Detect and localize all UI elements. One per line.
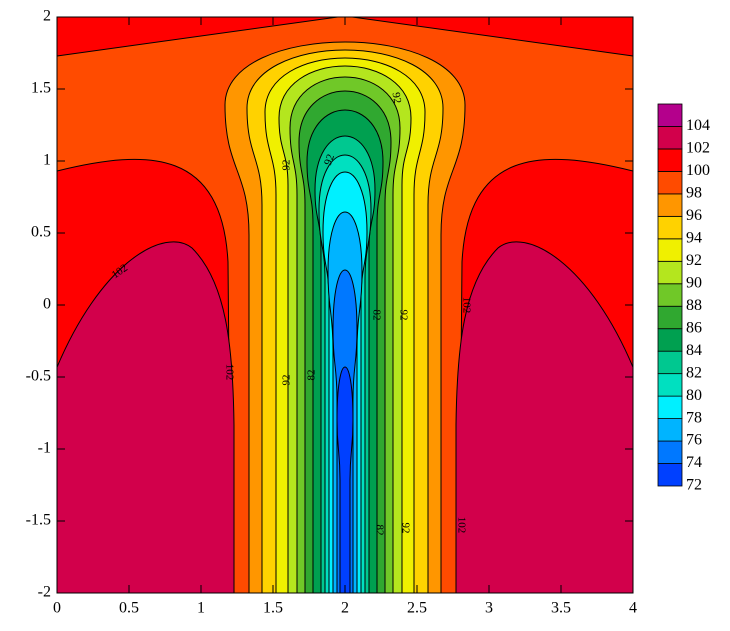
colorbar-label: 78 <box>686 409 702 426</box>
colorbar-band <box>657 148 683 172</box>
y-tick-label: 0 <box>43 296 51 313</box>
colorbar-band <box>657 193 683 217</box>
contour-region <box>336 366 354 593</box>
contour-label: 92 <box>281 375 293 386</box>
colorbar-label: 88 <box>686 297 702 314</box>
x-tick-label: 4 <box>629 600 637 617</box>
colorbar-label: 100 <box>686 162 710 179</box>
colorbar-band <box>657 373 683 397</box>
contour-label: 102 <box>223 364 235 381</box>
colorbar-band <box>657 350 683 375</box>
x-tick-label: 2 <box>341 600 349 617</box>
colorbar-band <box>657 260 683 285</box>
contour-label: 82 <box>373 525 385 536</box>
y-tick-label: 2 <box>43 8 51 25</box>
y-tick-label: 1.5 <box>31 80 51 97</box>
contour-label: 92 <box>390 91 404 104</box>
colorbar-band <box>657 463 683 487</box>
colorbar-label: 82 <box>686 364 702 381</box>
contour-label: 102 <box>455 517 467 534</box>
contour-label: 92 <box>399 523 411 534</box>
colorbar-band <box>657 238 683 262</box>
x-tick-label: 0.5 <box>119 600 139 617</box>
colorbar-band <box>657 440 683 464</box>
x-tick-label: 3 <box>485 600 493 617</box>
colorbar-label: 96 <box>686 207 702 224</box>
colorbar-label: 92 <box>686 252 702 269</box>
colorbar-label: 84 <box>686 342 702 359</box>
contour-region <box>57 241 235 593</box>
colorbar-label: 94 <box>686 229 702 246</box>
contour-label: 92 <box>397 310 409 321</box>
contour-label: 102 <box>460 297 472 314</box>
contour-label: 82 <box>306 370 318 381</box>
colorbar-label: 102 <box>686 140 710 157</box>
colorbar-label: 74 <box>686 454 702 471</box>
colorbar-band <box>657 283 683 307</box>
contour-region <box>455 241 633 593</box>
x-tick-label: 1 <box>197 600 205 617</box>
colorbar-label: 104 <box>686 117 710 134</box>
x-tick-label: 2.5 <box>407 600 427 617</box>
x-tick-label: 0 <box>53 600 61 617</box>
contour-label: 92 <box>281 160 293 171</box>
colorbar-label: 80 <box>686 387 702 404</box>
plot-area <box>57 17 633 593</box>
colorbar-label: 72 <box>686 477 702 494</box>
colorbar-label: 98 <box>686 185 702 202</box>
x-tick-label: 3.5 <box>551 600 571 617</box>
y-tick-label: -2 <box>38 584 51 601</box>
y-tick-label: 0.5 <box>31 224 51 241</box>
colorbar-label: 90 <box>686 274 702 291</box>
colorbar-band <box>657 305 683 330</box>
y-tick-label: 1 <box>43 152 51 169</box>
colorbar-band <box>657 328 683 352</box>
colorbar-label: 86 <box>686 319 702 336</box>
colorbar-label: 76 <box>686 432 702 449</box>
colorbar-band <box>657 126 683 150</box>
colorbar-band <box>657 215 683 240</box>
colorbar-band <box>657 103 683 127</box>
y-tick-label: -1.5 <box>26 512 51 529</box>
y-tick-label: -0.5 <box>26 368 51 385</box>
contour-label: 92 <box>322 153 337 167</box>
colorbar-band <box>657 418 683 442</box>
x-tick-label: 1.5 <box>263 600 283 617</box>
contour-label: 82 <box>370 310 382 321</box>
colorbar-band <box>657 171 683 195</box>
colorbar-band <box>657 395 683 419</box>
y-tick-label: -1 <box>38 440 51 457</box>
